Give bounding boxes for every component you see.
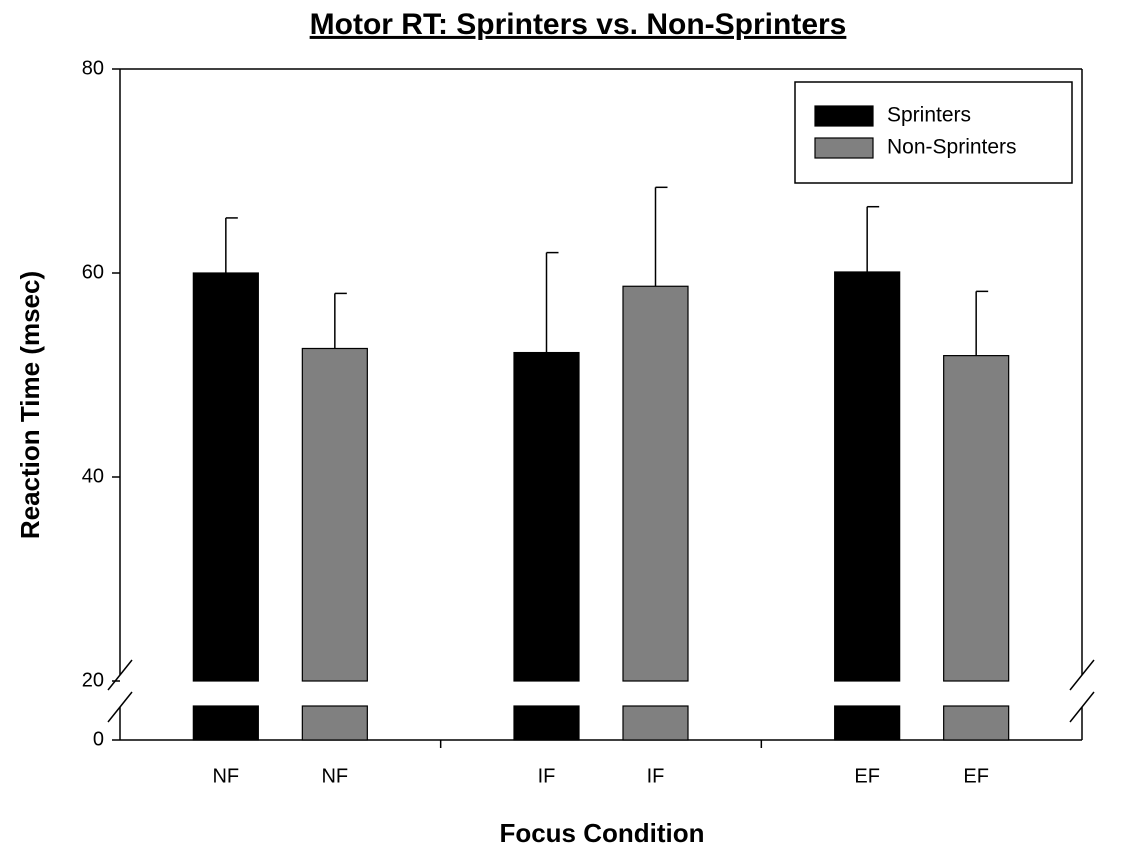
bar <box>301 347 368 682</box>
x-axis-label: Focus Condition <box>499 818 704 848</box>
axis-break-mark <box>1069 659 1095 691</box>
axis-break-mark <box>107 659 133 691</box>
chart-title: Motor RT: Sprinters vs. Non-Sprinters <box>310 8 847 41</box>
bar <box>943 355 1010 682</box>
legend-swatch <box>814 105 874 127</box>
legend-label: Sprinters <box>887 104 971 127</box>
x-tick-label: NF <box>321 765 348 787</box>
bar-below-break <box>943 705 1010 741</box>
x-tick-label: EF <box>854 765 880 787</box>
x-tick-label: IF <box>647 765 665 787</box>
y-tick-label: 60 <box>82 261 104 283</box>
bar <box>834 271 901 682</box>
bar <box>513 351 580 682</box>
bar-below-break <box>513 705 580 741</box>
x-tick-label: EF <box>963 765 989 787</box>
bar-below-break <box>192 705 259 741</box>
y-tick-label: 20 <box>82 669 104 691</box>
bar-below-break <box>834 705 901 741</box>
bar-below-break <box>301 705 368 741</box>
axis-break-mark <box>107 691 133 723</box>
bar <box>622 285 689 682</box>
y-tick-label: 40 <box>82 465 104 487</box>
bar <box>192 272 259 682</box>
legend-box <box>794 81 1073 184</box>
legend-label: Non-Sprinters <box>887 136 1017 159</box>
y-tick-label: 80 <box>82 57 104 79</box>
axis-break-mark <box>1069 691 1095 723</box>
y-axis-label: Reaction Time (msec) <box>15 271 45 539</box>
legend-swatch <box>814 137 874 159</box>
y-tick-label: 0 <box>93 728 104 750</box>
bar-below-break <box>622 705 689 741</box>
plot-frame <box>120 68 1082 741</box>
x-tick-label: IF <box>538 765 556 787</box>
x-tick-label: NF <box>212 765 239 787</box>
